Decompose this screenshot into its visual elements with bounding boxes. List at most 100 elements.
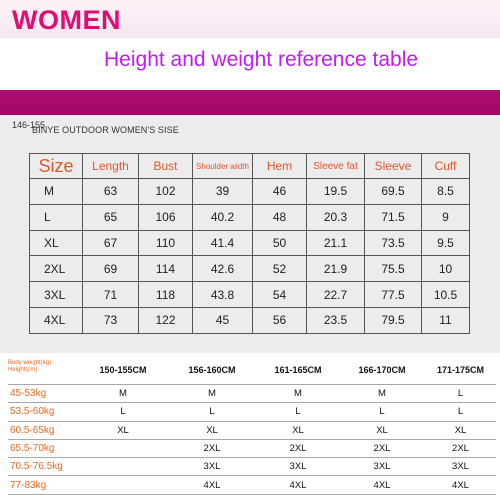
- weight-range: 65.5-70kg: [8, 439, 79, 459]
- recommended-size-cell: M: [79, 384, 167, 404]
- recommended-size-cell: 3XL: [425, 457, 496, 477]
- measurement-cell: 102: [138, 178, 193, 205]
- measurement-cell: 22.7: [306, 281, 365, 308]
- height-header: 171-175CM: [425, 356, 496, 385]
- women-title: WOMEN: [12, 5, 121, 35]
- recommended-size-cell: [79, 439, 167, 459]
- weight-range: 45-53kg: [8, 384, 79, 404]
- height-header: 156-160CM: [167, 356, 257, 385]
- measurement-cell: 69: [82, 255, 139, 283]
- measurement-cell: 23.5: [306, 306, 365, 334]
- recommended-size-cell: [79, 475, 167, 495]
- recommended-size-cell: M: [257, 384, 339, 404]
- measurement-cell: 69.5: [364, 178, 422, 205]
- recommended-size-cell: 2XL: [425, 439, 496, 459]
- title-banner: [0, 0, 500, 38]
- measurement-cell: 40.2: [192, 203, 253, 231]
- weight-row: 45-53kg M M M M L: [8, 384, 496, 404]
- size-label: 2XL: [29, 255, 83, 283]
- measurement-cell: 65: [82, 203, 139, 231]
- weight-range: 53.5-60kg: [8, 402, 79, 422]
- size-label: 4XL: [29, 306, 83, 334]
- brand-text: BINYE OUTDOOR WOMEN'S SISE: [32, 125, 179, 135]
- measurement-cell: 106: [138, 203, 193, 231]
- recommended-size-cell: XL: [167, 421, 257, 440]
- brand-caption: 146-155 BINYE OUTDOOR WOMEN'S SISE: [12, 120, 179, 135]
- weight-row: 53.5-60kg L L L L L: [8, 402, 496, 422]
- section-gap: [0, 353, 500, 357]
- measurement-cell: 54: [252, 281, 307, 308]
- size-label: L: [29, 203, 83, 231]
- magenta-divider: [0, 90, 500, 115]
- measurement-cell: 63: [82, 178, 139, 205]
- weight-row: 60.5-65kg XL XL XL XL XL: [8, 421, 496, 440]
- height-header: 166-170CM: [339, 356, 425, 385]
- measurement-cell: 110: [138, 229, 193, 257]
- recommended-size-cell: L: [339, 402, 425, 422]
- measurement-cell: 43.8: [192, 281, 253, 308]
- size-table-row: 4XL 73 122 45 56 23.5 79.5 11: [29, 306, 470, 334]
- recommended-size-cell: [79, 457, 167, 477]
- recommended-size-cell: 3XL: [339, 457, 425, 477]
- measurement-cell: 75.5: [364, 255, 422, 283]
- cuff-header: Cuff: [421, 153, 470, 179]
- weight-range: 60.5-65kg: [8, 421, 79, 440]
- measurement-cell: 73: [82, 306, 139, 334]
- size-table-row: L 65 106 40.2 48 20.3 71.5 9: [29, 203, 470, 231]
- bust-header: Bust: [138, 153, 193, 179]
- height-header: 161-165CM: [257, 356, 339, 385]
- measurement-cell: 21.1: [306, 229, 365, 257]
- weight-row: 65.5-70kg 2XL 2XL 2XL 2XL: [8, 439, 496, 459]
- size-table-row: M 63 102 39 46 19.5 69.5 8.5: [29, 178, 470, 205]
- size-label: M: [29, 178, 83, 205]
- measurement-cell: 71.5: [364, 203, 422, 231]
- size-table-row: XL 67 110 41.4 50 21.1 73.5 9.5: [29, 229, 470, 257]
- sleeve-header: Sleeve: [364, 153, 422, 179]
- measurement-cell: 21.9: [306, 255, 365, 283]
- measurement-cell: 45: [192, 306, 253, 334]
- hem-header: Hem: [252, 153, 307, 179]
- measurement-cell: 114: [138, 255, 193, 283]
- measurement-cell: 41.4: [192, 229, 253, 257]
- size-table-row: 3XL 71 118 43.8 54 22.7 77.5 10.5: [29, 281, 470, 308]
- recommended-size-cell: 3XL: [167, 457, 257, 477]
- ref-header-row: Body weight(kg) Height(cm) 150-155CM 156…: [8, 356, 496, 385]
- measurement-cell: 56: [252, 306, 307, 334]
- recommended-size-cell: XL: [425, 421, 496, 440]
- size-table: Size Length Bust Shoulder width Hem Slee…: [29, 153, 470, 334]
- measurement-cell: 11: [421, 306, 470, 334]
- height-label: Height(cm): [8, 367, 38, 373]
- recommended-size-cell: 2XL: [257, 439, 339, 459]
- measurement-cell: 52: [252, 255, 307, 283]
- recommended-size-cell: 4XL: [167, 475, 257, 495]
- recommended-size-cell: 4XL: [425, 475, 496, 495]
- measurement-cell: 39: [192, 178, 253, 205]
- recommended-size-cell: L: [425, 402, 496, 422]
- measurement-cell: 46: [252, 178, 307, 205]
- recommended-size-cell: 3XL: [257, 457, 339, 477]
- weight-range: 77-83kg: [8, 475, 79, 495]
- measurement-cell: 73.5: [364, 229, 422, 257]
- measurement-cell: 48: [252, 203, 307, 231]
- recommended-size-cell: XL: [257, 421, 339, 440]
- brand-number: 146: [12, 120, 28, 130]
- recommended-size-cell: 2XL: [167, 439, 257, 459]
- shoulder-width-header: Shoulder width: [192, 153, 253, 179]
- measurement-cell: 71: [82, 281, 139, 308]
- size-label: 3XL: [29, 281, 83, 308]
- recommended-size-cell: L: [79, 402, 167, 422]
- reference-table-title: Height and weight reference table: [104, 48, 419, 71]
- weight-range: 70.5-76.5kg: [8, 457, 79, 477]
- recommended-size-cell: L: [257, 402, 339, 422]
- recommended-size-cell: L: [167, 402, 257, 422]
- measurement-cell: 79.5: [364, 306, 422, 334]
- recommended-size-cell: L: [425, 384, 496, 404]
- recommended-size-cell: M: [339, 384, 425, 404]
- measurement-cell: 10.5: [421, 281, 470, 308]
- recommended-size-cell: 4XL: [257, 475, 339, 495]
- measurement-cell: 67: [82, 229, 139, 257]
- brand-overlap: -: [27, 120, 31, 130]
- length-header: Length: [82, 153, 139, 179]
- measurement-cell: 77.5: [364, 281, 422, 308]
- measurement-cell: 9.5: [421, 229, 470, 257]
